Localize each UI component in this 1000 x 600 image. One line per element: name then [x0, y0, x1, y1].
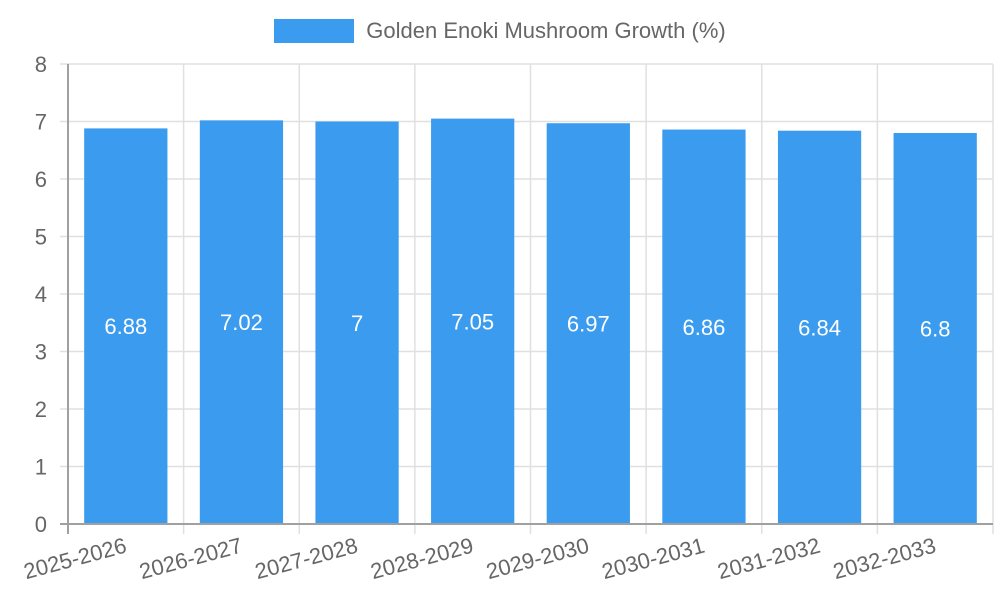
y-tick-label: 0 [35, 512, 47, 537]
y-tick-label: 5 [35, 225, 47, 250]
bar [893, 133, 977, 524]
x-tick-label: 2032-2033 [830, 533, 938, 584]
y-tick-label: 6 [35, 167, 47, 192]
bar-value-label: 7.05 [451, 309, 494, 334]
bar [84, 128, 168, 524]
bar-value-label: 6.8 [920, 317, 951, 342]
bar-value-label: 6.88 [104, 314, 147, 339]
y-tick-label: 1 [35, 455, 47, 480]
y-tick-label: 2 [35, 397, 47, 422]
bar [777, 130, 862, 524]
bar [199, 120, 284, 524]
x-tick-label: 2030-2031 [599, 533, 707, 584]
bar-value-label: 7 [351, 311, 363, 336]
x-axis-ticks: 2025-2026 2026-2027 2027-2028 2028-2029 2029… [21, 533, 938, 584]
y-tick-label: 4 [35, 282, 47, 307]
bars [84, 118, 977, 525]
bar [431, 118, 515, 524]
y-axis-ticks: 0 1 2 3 4 5 6 7 8 [35, 52, 47, 537]
chart-legend[interactable]: Golden Enoki Mushroom Growth (%) [0, 18, 1000, 44]
x-tick-label: 2027-2028 [252, 533, 360, 584]
bar-value-label: 7.02 [220, 310, 263, 335]
legend-swatch [274, 19, 355, 43]
y-tick-label: 8 [35, 52, 47, 77]
x-tick-label: 2028-2029 [368, 533, 476, 584]
axes [60, 64, 993, 534]
bar [662, 129, 746, 525]
x-tick-label: 2026-2027 [137, 533, 245, 584]
y-tick-label: 7 [35, 110, 47, 135]
bar-value-label: 6.86 [683, 315, 726, 340]
y-tick-label: 3 [35, 340, 47, 365]
bar-value-label: 6.97 [567, 312, 610, 337]
data-labels: 6.88 7.02 7 7.05 6.97 6.86 6.84 6.8 [104, 309, 950, 341]
bar [546, 123, 630, 524]
x-tick-label: 2031-2032 [715, 533, 823, 584]
legend-label: Golden Enoki Mushroom Growth (%) [366, 18, 726, 43]
x-tick-label: 2029-2030 [484, 533, 592, 584]
bar-value-label: 6.84 [798, 315, 841, 340]
bar [315, 121, 399, 524]
x-tick-label: 2025-2026 [21, 533, 129, 584]
